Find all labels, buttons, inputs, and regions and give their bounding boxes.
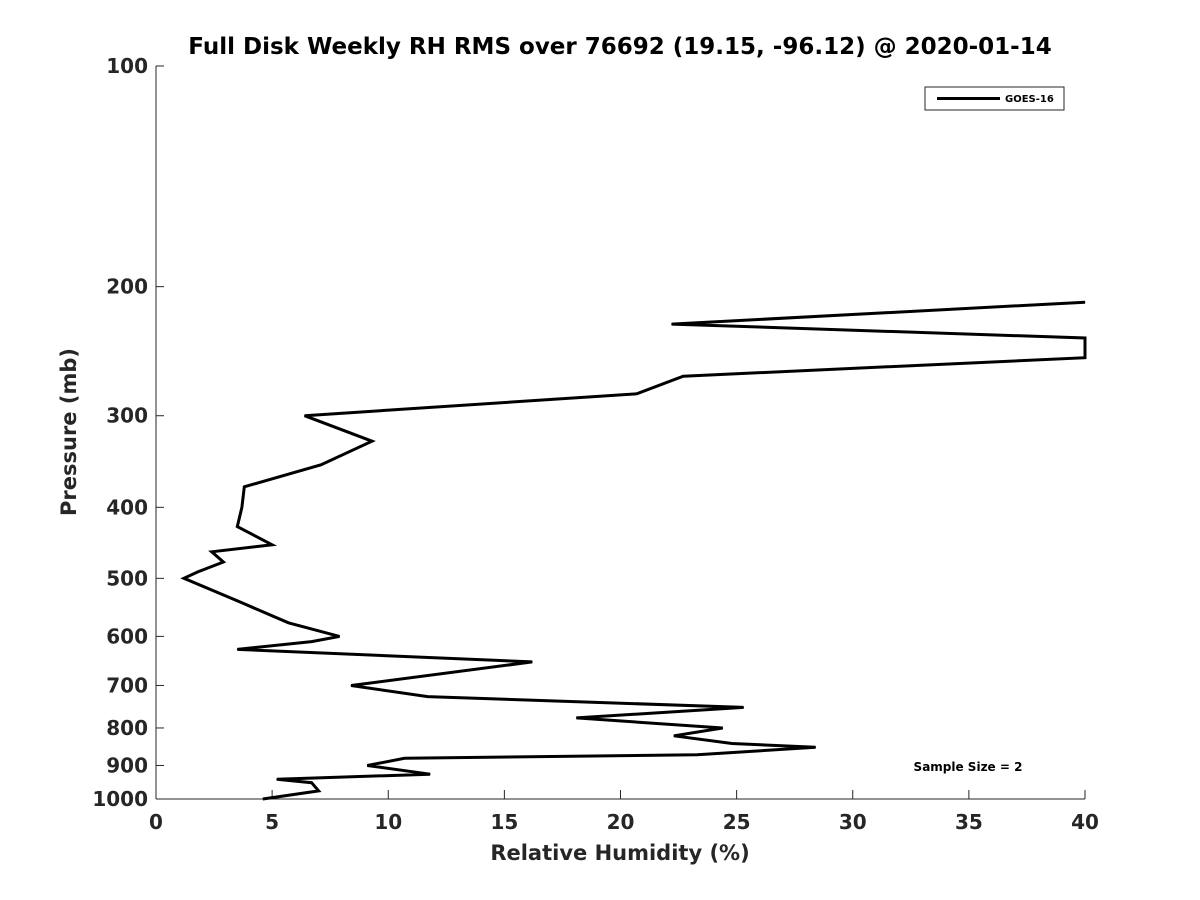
x-tick-label: 10 [374,810,402,834]
data-point [243,486,245,488]
y-tick-label: 200 [106,275,148,299]
data-point [304,415,306,417]
x-tick-label: 40 [1071,810,1099,834]
data-point [696,754,698,756]
data-point [673,735,675,737]
y-tick-label: 400 [106,495,148,519]
y-tick-label: 500 [106,566,148,590]
x-tick-label: 5 [265,810,279,834]
series-layer [180,300,1087,801]
data-point [1084,337,1086,339]
data-point [320,464,322,466]
data-point [241,506,243,508]
x-tick-label: 20 [607,810,635,834]
data-point [815,746,817,748]
data-point [427,696,429,698]
x-tick-label: 25 [723,810,751,834]
data-point [311,641,313,643]
data-point [262,798,264,800]
data-point [371,440,373,442]
x-tick-label: 0 [149,810,163,834]
data-point [236,526,238,528]
data-point [236,648,238,650]
data-point [350,684,352,686]
data-point [682,375,684,377]
y-tick-label: 100 [106,54,148,78]
plot-area [155,66,1085,800]
data-point [222,561,224,563]
data-point [197,571,199,573]
x-axis-ticks: 0 5 10 15 20 25 30 35 40 [149,790,1099,834]
data-point [276,778,278,780]
y-tick-label: 900 [106,753,148,777]
data-point [241,602,243,604]
chart-title: Full Disk Weekly RH RMS over 76692 (19.1… [188,34,1051,60]
data-point [183,577,185,579]
data-point [271,544,273,546]
y-tick-label: 700 [106,673,148,697]
series-line-goes-16 [180,300,1087,801]
data-point [287,622,289,624]
y-tick-label: 1000 [92,787,148,811]
x-tick-label: 35 [955,810,983,834]
data-point [366,764,368,766]
y-axis-label: Pressure (mb) [57,348,81,516]
data-point [671,323,673,325]
data-point [211,551,213,553]
data-point [1084,301,1086,303]
x-axis-label: Relative Humidity (%) [490,841,749,865]
x-tick-label: 30 [839,810,867,834]
data-point [743,706,745,708]
y-tick-label: 800 [106,716,148,740]
y-axis-ticks: 100 200 300 400 500 600 700 800 900 1000 [92,54,164,811]
data-point [429,773,431,775]
data-point [404,757,406,759]
y-tick-label: 300 [106,404,148,428]
data-point [531,661,533,663]
y-tick-label: 600 [106,624,148,648]
sample-size-annotation: Sample Size = 2 [914,760,1023,774]
x-tick-label: 15 [490,810,518,834]
data-point [722,727,724,729]
data-point [636,393,638,395]
legend-label-goes-16: GOES-16 [1005,94,1054,105]
data-point [311,782,313,784]
data-point [731,742,733,744]
data-point [575,717,577,719]
data-point [318,790,320,792]
data-point [338,635,340,637]
legend: GOES-16 [924,86,1065,111]
data-point [1084,357,1086,359]
